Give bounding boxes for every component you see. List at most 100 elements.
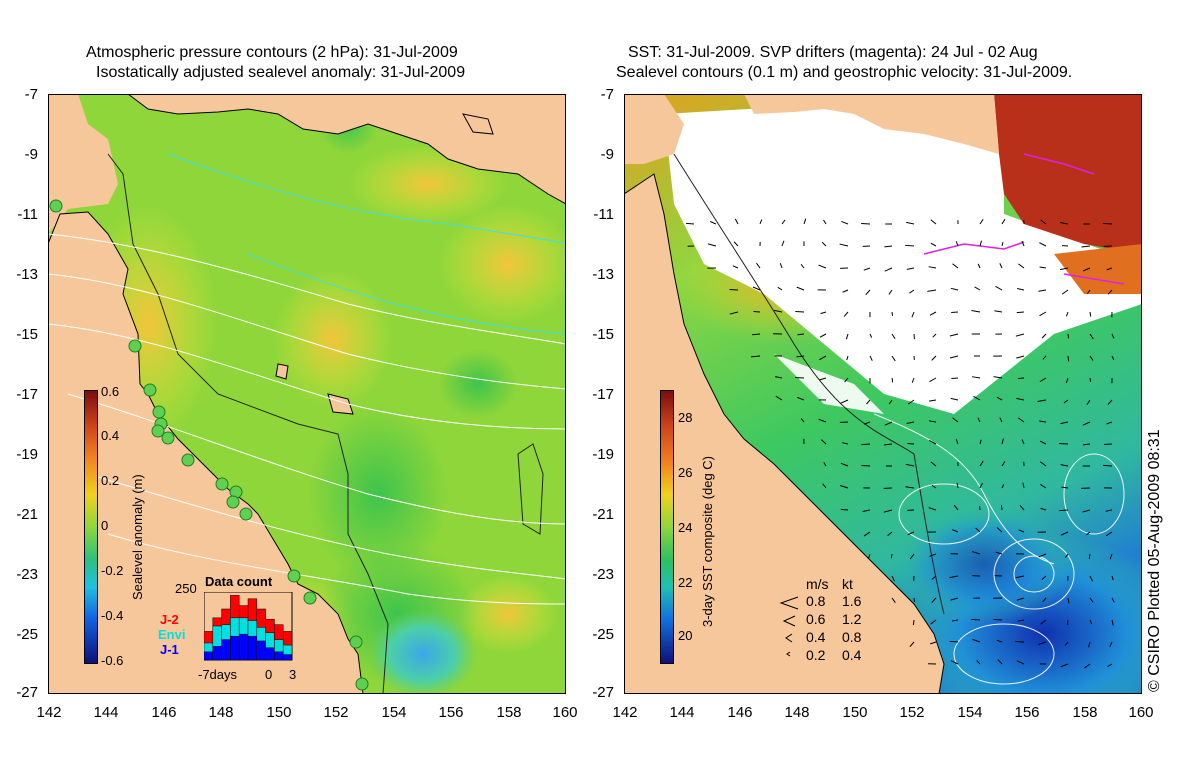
left-lat-tick-0: -7	[24, 86, 38, 103]
velocity-arrow	[861, 464, 871, 467]
velocity-arrow	[1084, 663, 1091, 669]
right-lat-tick-4: -15	[592, 326, 614, 343]
right-cb-tick-3: 22	[678, 575, 693, 590]
velocity-arrow	[861, 222, 871, 225]
velocity-arrow	[775, 376, 783, 379]
velocity-arrow	[996, 639, 1003, 643]
left-cb-tick-0: 0.6	[101, 384, 120, 399]
velocity-arrow	[1061, 486, 1069, 489]
velocity-arrow	[1082, 421, 1091, 426]
velocity-arrow	[1111, 575, 1114, 581]
velocity-arrow	[1040, 483, 1047, 489]
velocity-arrow	[1001, 218, 1006, 225]
velocity-arrow	[752, 333, 761, 336]
vel-legend-kt-1: 1.2	[842, 611, 862, 627]
velocity-arrow	[995, 285, 1003, 291]
left-cb-tick-5: -0.4	[101, 608, 124, 623]
left-map	[48, 94, 566, 694]
right-lat-tick-6: -19	[592, 446, 614, 463]
velocity-arrow	[1018, 263, 1025, 269]
velocity-arrow	[800, 264, 805, 269]
velocity-arrow	[1089, 619, 1093, 625]
left-cb-label: Sealevel anomaly (m)	[130, 474, 145, 600]
left-cb-tick-1: 0.4	[101, 428, 120, 443]
velocity-arrow	[733, 241, 739, 247]
velocity-arrow	[842, 289, 849, 293]
left-colorbar	[84, 390, 98, 664]
vel-legend-ms-3: 0.2	[806, 647, 826, 663]
left-title-line2: Isostatically adjusted sealevel anomaly:…	[96, 64, 466, 81]
velocity-arrow	[1109, 641, 1113, 647]
velocity-arrow	[1105, 531, 1113, 537]
data-count-bar-j1	[230, 635, 240, 661]
velocity-arrow	[1015, 640, 1025, 643]
data-count-bar-j1	[247, 635, 258, 661]
velocity-arrow	[867, 553, 871, 559]
velocity-arrow	[1088, 553, 1091, 560]
right-lat-tick-0: -7	[600, 86, 614, 103]
left-map-border	[48, 94, 566, 694]
left-lon-tick-4: 150	[266, 704, 292, 721]
velocity-arrow	[1039, 311, 1047, 317]
velocity-arrow	[929, 440, 937, 445]
velocity-arrow	[1001, 242, 1004, 247]
velocity-arrow	[759, 219, 763, 225]
data-count-bar-j1	[265, 647, 275, 661]
velocity-arrow	[1016, 397, 1025, 401]
left-lat-tick-4: -15	[16, 326, 38, 343]
velocity-arrow	[950, 660, 959, 665]
velocity-arrow	[1107, 289, 1113, 295]
velocity-arrow	[1064, 553, 1069, 558]
velocity-arrow	[1016, 597, 1025, 601]
velocity-arrow	[931, 355, 937, 361]
velocity-arrow	[907, 531, 915, 536]
velocity-arrow	[820, 311, 827, 315]
left-lat-tick-5: -17	[16, 386, 38, 403]
velocity-arrow	[1064, 641, 1069, 646]
velocity-arrow	[952, 619, 959, 622]
velocity-arrow	[823, 462, 827, 467]
velocity-arrow	[1021, 439, 1025, 445]
velocity-arrow	[973, 395, 981, 401]
velocity-arrow	[1041, 575, 1047, 580]
velocity-arrow	[888, 289, 893, 295]
velocity-arrow	[869, 355, 873, 361]
right-lat-tick-1: -9	[600, 146, 614, 163]
velocity-arrow	[1089, 597, 1094, 603]
velocity-arrow	[971, 551, 981, 555]
right-cb-label: 3-day SST composite (deg C)	[700, 456, 715, 627]
velocity-arrow	[1107, 399, 1113, 405]
right-lon-tick-0: 142	[612, 704, 638, 721]
velocity-arrow	[1017, 417, 1025, 423]
velocity-arrow	[732, 265, 739, 269]
velocity-arrow	[1016, 660, 1025, 665]
velocity-arrow	[930, 461, 937, 467]
velocity-arrow	[707, 243, 717, 247]
velocity-arrow	[818, 264, 827, 269]
velocity-arrow	[1039, 440, 1047, 445]
velocity-arrow	[845, 333, 849, 340]
velocity-arrow	[971, 376, 981, 379]
velocity-arrow	[890, 553, 893, 559]
left-lon-tick-3: 148	[208, 704, 234, 721]
velocity-arrow	[1060, 464, 1069, 467]
velocity-arrow	[1082, 267, 1091, 272]
vel-legend-header-kt: kt	[842, 576, 853, 592]
velocity-arrow	[1111, 355, 1115, 361]
velocity-arrow	[952, 417, 959, 423]
velocity-arrow	[796, 286, 805, 291]
velocity-arrow	[909, 289, 915, 294]
velocity-arrow	[1106, 421, 1113, 425]
velocity-arrow	[796, 355, 805, 358]
velocity-arrow	[795, 310, 805, 313]
velocity-arrow	[1040, 219, 1047, 225]
velocity-arrow	[891, 355, 896, 362]
velocity-arrow	[756, 262, 761, 269]
velocity-arrow	[751, 355, 761, 358]
velocity-arrow	[819, 377, 827, 381]
velocity-arrow	[866, 399, 871, 405]
left-lon-tick-7: 156	[438, 704, 464, 721]
velocity-arrow	[906, 221, 915, 225]
left-lon-tick-8: 158	[496, 704, 522, 721]
velocity-arrow	[931, 597, 937, 603]
